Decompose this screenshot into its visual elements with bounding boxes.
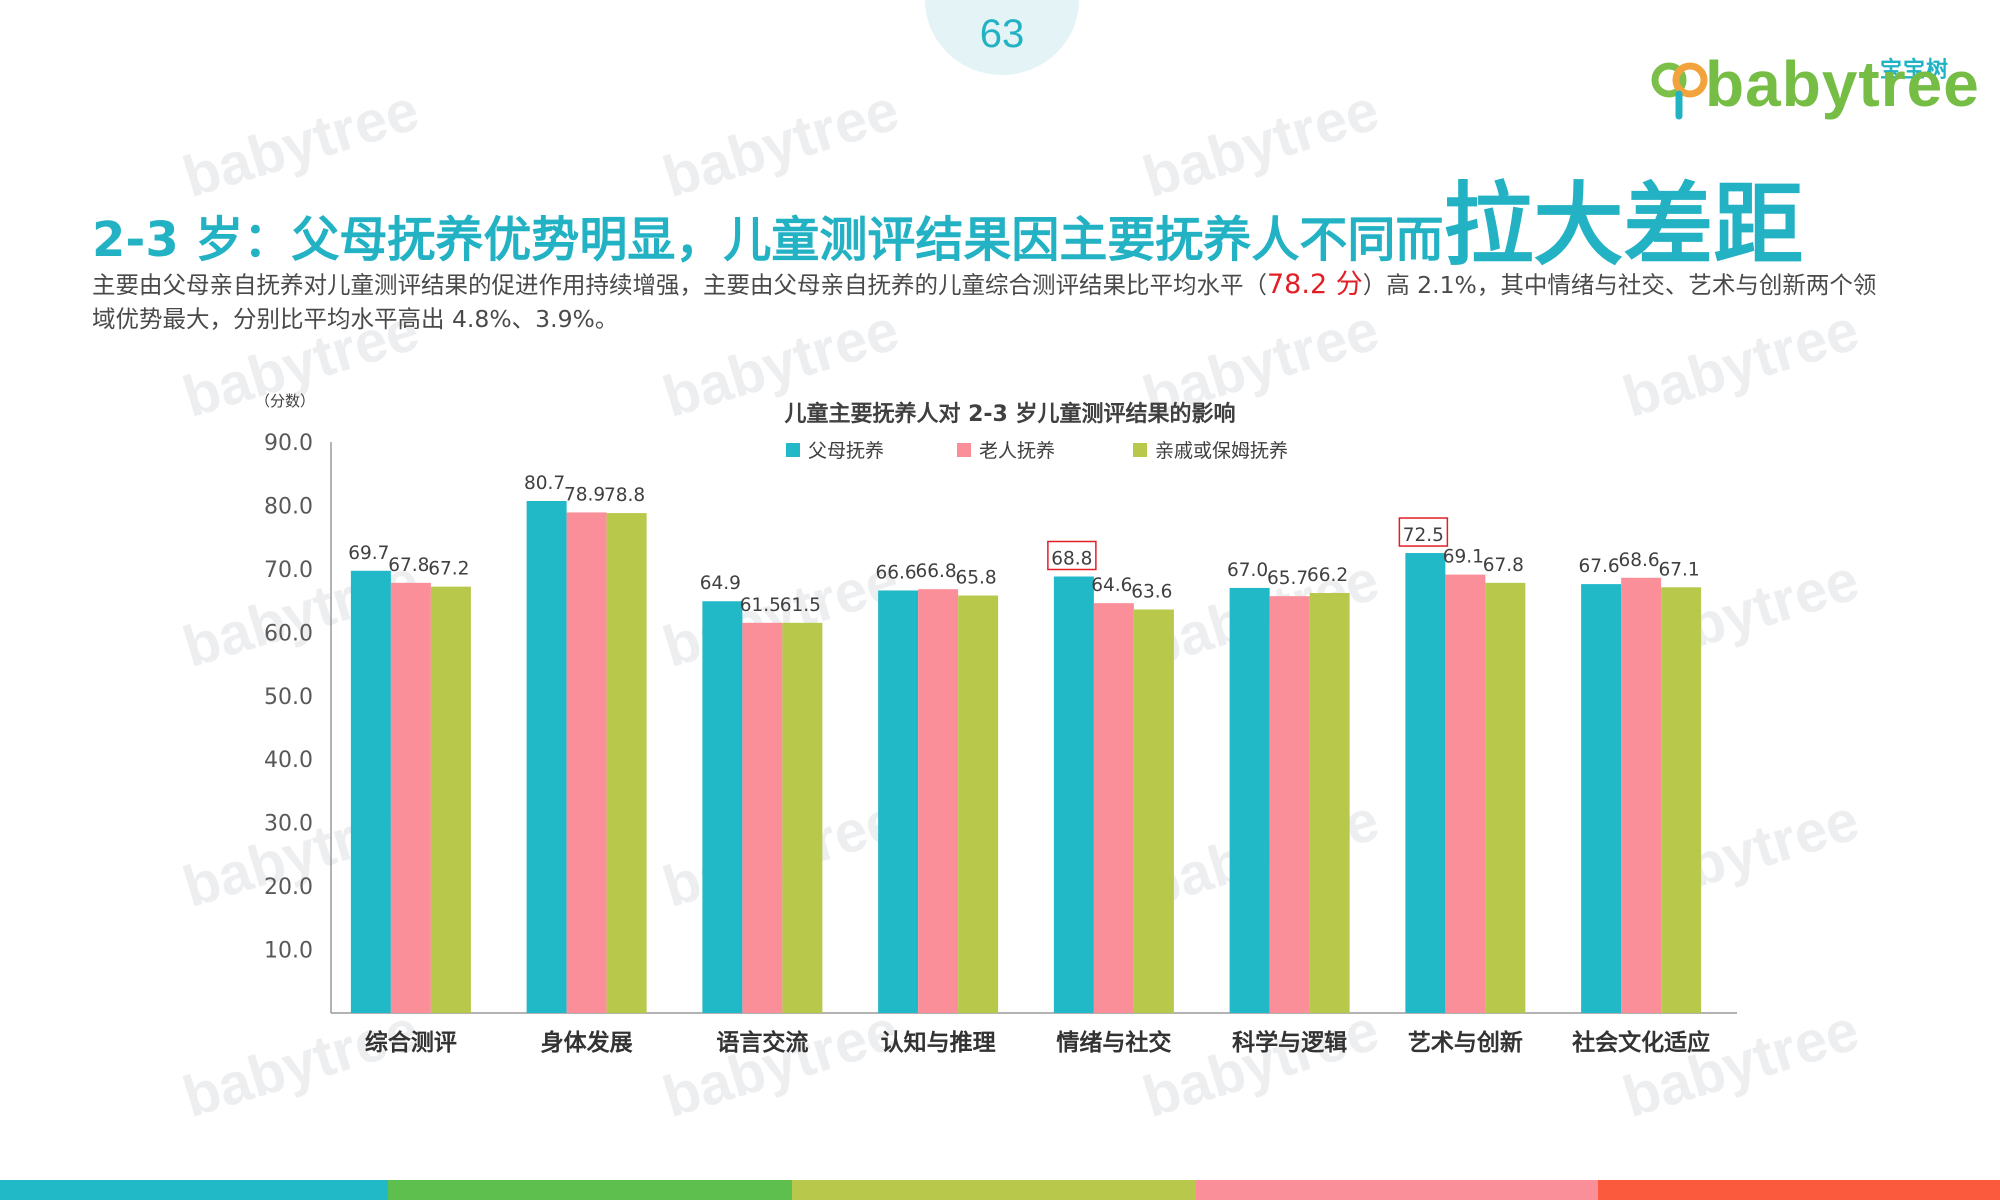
data-label: 67.0 [1227,560,1268,581]
bar [782,622,823,1013]
x-tick-label: 认知与推理 [881,1029,996,1056]
data-label: 69.1 [1443,547,1484,568]
summary-text-start: 主要由父母亲自抚养对儿童测评结果的促进作用持续增强，主要由父母亲自抚养的儿童综合… [92,271,1267,299]
summary-text-end: ）高 2.1%，其中情绪与社交、艺术与创新两个领域优势最大，分别比平均水平高出 … [92,271,1877,333]
summary-paragraph: 主要由父母亲自抚养对儿童测评结果的促进作用持续增强，主要由父母亲自抚养的儿童综合… [92,268,1892,336]
bar [606,513,647,1013]
bottom-bar-segment [388,1180,792,1200]
data-label: 64.6 [1091,575,1132,596]
bar [1485,582,1526,1013]
y-tick-label: 10.0 [264,939,313,964]
legend-label: 父母抚养 [808,440,884,462]
y-tick-label: 90.0 [264,431,313,456]
bar [526,501,567,1013]
data-label: 67.1 [1659,559,1700,580]
bottom-bar-segment [0,1180,388,1200]
data-label: 61.5 [780,595,821,616]
chart-title: 儿童主要抚养人对 2-3 岁儿童测评结果的影响 [783,401,1235,427]
bar [1309,592,1350,1013]
bar [1133,609,1174,1013]
data-label: 78.9 [564,484,605,505]
page-title-emphasis: 拉大差距 [1443,173,1804,278]
bar [1445,574,1486,1013]
bar [958,595,999,1013]
logo-english-text: babytree [1705,48,1980,120]
data-label: 67.8 [388,555,429,576]
data-label: 67.8 [1483,555,1524,576]
data-label: 67.2 [428,559,469,580]
data-label: 61.5 [740,595,781,616]
data-label: 67.6 [1579,556,1620,577]
y-tick-label: 40.0 [264,748,313,773]
data-label: 78.8 [604,485,645,506]
data-label: 80.7 [524,473,565,494]
bar [1093,603,1134,1013]
babytree-logo-icon [1651,62,1708,120]
bottom-bar-segment [1196,1180,1598,1200]
bar [1269,596,1310,1013]
legend-swatch [957,443,971,457]
x-tick-label: 情绪与社交 [1056,1029,1171,1056]
data-label: 65.7 [1267,568,1308,589]
x-tick-label: 语言交流 [716,1029,808,1056]
legend-swatch [1133,443,1147,457]
bottom-bar-segment [1598,1180,2000,1200]
data-label: 63.6 [1131,581,1172,602]
legend-swatch [786,443,800,457]
data-label: 68.8 [1051,549,1092,570]
x-tick-label: 综合测评 [365,1029,457,1056]
page-number: 63 [979,12,1025,56]
x-tick-label: 科学与逻辑 [1232,1029,1347,1056]
data-label: 69.7 [348,543,389,564]
bar [878,590,919,1013]
y-axis-label: （分数） [255,392,315,410]
x-tick-label: 艺术与创新 [1408,1029,1523,1056]
y-tick-label: 80.0 [264,494,313,519]
bar [1405,553,1446,1013]
bar [1229,587,1270,1013]
data-label: 68.6 [1619,550,1660,571]
bottom-bar-segment [792,1180,1196,1200]
data-label: 66.8 [916,561,957,582]
x-tick-label: 社会文化适应 [1572,1029,1710,1056]
highlight-box [1398,517,1449,547]
data-label: 66.2 [1307,565,1348,586]
page-title-main: 2-3 岁：父母抚养优势明显，儿童测评结果因主要抚养人不同而 [92,212,1444,268]
bottom-color-bar [0,1180,2000,1200]
y-tick-label: 50.0 [264,685,313,710]
bar [702,601,743,1013]
summary-highlight-value: 78.2 分 [1267,269,1363,300]
bar [1661,587,1702,1013]
y-tick-label: 70.0 [264,558,313,583]
legend-label: 亲戚或保姆抚养 [1155,440,1288,462]
bar [742,622,783,1013]
legend-label: 老人抚养 [979,440,1055,462]
data-label: 65.8 [956,568,997,589]
bar [390,582,431,1013]
bar [918,589,959,1013]
y-tick-label: 20.0 [264,875,313,900]
data-label: 66.6 [876,562,917,583]
y-tick-label: 30.0 [264,812,313,837]
highlight-box [1047,540,1097,571]
logo-chinese-text: 宝宝树 [1880,58,1950,83]
data-label: 64.9 [700,573,741,594]
bar [566,512,607,1013]
x-tick-label: 身体发展 [541,1029,633,1056]
bar [1581,584,1622,1013]
bar [430,586,471,1013]
bar [350,570,391,1013]
data-label: 72.5 [1403,525,1444,546]
y-tick-label: 60.0 [264,621,313,646]
page-title: 2-3 岁：父母抚养优势明显，儿童测评结果因主要抚养人不同而拉大差距 [92,152,1892,282]
bar [1621,577,1662,1013]
bar [1053,576,1094,1013]
